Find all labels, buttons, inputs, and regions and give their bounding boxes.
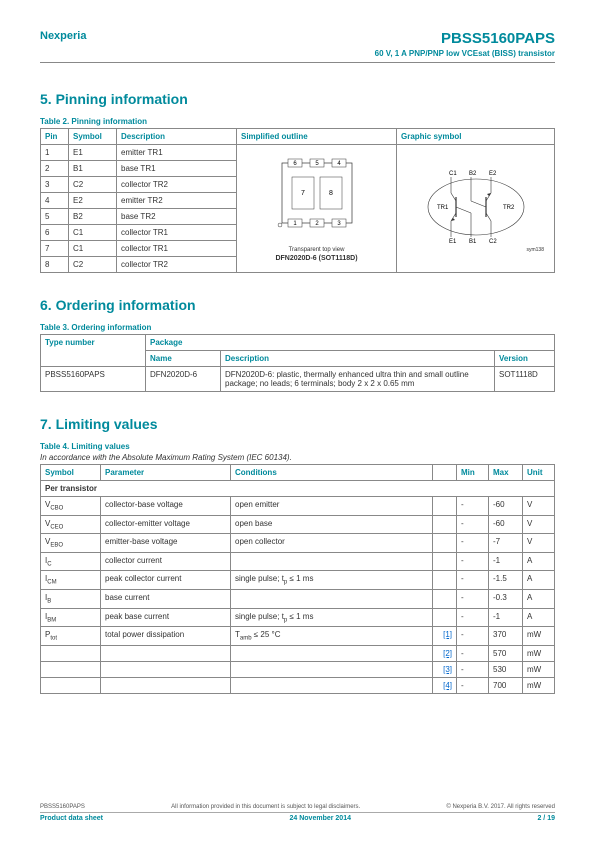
col-note <box>433 465 457 481</box>
graphic-symbol-svg: C1 B2 E2 E1 B1 C2 TR1 TR2 <box>411 165 541 245</box>
svg-text:7: 7 <box>301 190 305 197</box>
table-row: ICcollector current--1A <box>41 552 555 571</box>
footer-copyright: © Nexperia B.V. 2017. All rights reserve… <box>446 804 555 810</box>
footer-date: 24 November 2014 <box>290 815 351 822</box>
svg-text:TR1: TR1 <box>437 205 449 211</box>
col-name: Name <box>146 351 221 367</box>
col-outline: Simplified outline <box>237 129 397 145</box>
svg-text:TR2: TR2 <box>503 205 515 211</box>
svg-text:B1: B1 <box>469 239 477 245</box>
package-outline-cell: 6 5 4 7 8 1 2 3 Transparent top view DFN… <box>237 145 397 273</box>
footer-disclaimer: All information provided in this documen… <box>171 804 360 810</box>
section-pinning: 5. Pinning information Table 2. Pinning … <box>40 91 555 273</box>
note-link[interactable]: [1] <box>443 630 452 639</box>
table-caption: Table 3. Ordering information <box>40 323 555 332</box>
table-row: VEBOemitter-base voltageopen collector--… <box>41 534 555 553</box>
section-title: 6. Ordering information <box>40 297 555 313</box>
table-caption: Table 4. Limiting values <box>40 442 555 451</box>
col-version: Version <box>495 351 555 367</box>
limiting-table: Symbol Parameter Conditions Min Max Unit… <box>40 464 555 694</box>
sym-label: sym138 <box>401 247 550 253</box>
part-subtitle: 60 V, 1 A PNP/PNP low VCEsat (BISS) tran… <box>375 49 555 58</box>
brand-name: Nexperia <box>40 30 86 42</box>
col-pin: Pin <box>41 129 69 145</box>
footer-doctype: Product data sheet <box>40 815 103 822</box>
col-type: Type number <box>41 335 146 367</box>
table-row: [2]-570mW <box>41 645 555 661</box>
section-title: 7. Limiting values <box>40 416 555 432</box>
col-max: Max <box>489 465 523 481</box>
svg-text:C1: C1 <box>449 171 457 177</box>
table-row: [4]-700mW <box>41 677 555 693</box>
col-parameter: Parameter <box>101 465 231 481</box>
table-row: 1E1emitter TR1 6 5 4 7 8 1 2 3 Transp <box>41 145 555 161</box>
section-limiting: 7. Limiting values Table 4. Limiting val… <box>40 416 555 694</box>
col-symbol: Symbol <box>41 465 101 481</box>
svg-text:E2: E2 <box>489 171 497 177</box>
svg-text:B2: B2 <box>469 171 477 177</box>
note-link[interactable]: [2] <box>443 649 452 658</box>
col-desc: Description <box>221 351 495 367</box>
page-footer: PBSS5160PAPS All information provided in… <box>40 804 555 822</box>
table-row: PBSS5160PAPS DFN2020D-6 DFN2020D-6: plas… <box>41 367 555 392</box>
pkg-label-topview: Transparent top view <box>241 247 392 253</box>
col-symbol: Symbol <box>69 129 117 145</box>
section-title: 5. Pinning information <box>40 91 555 107</box>
page-header: Nexperia PBSS5160PAPS 60 V, 1 A PNP/PNP … <box>40 30 555 63</box>
pinning-table: Pin Symbol Description Simplified outlin… <box>40 128 555 273</box>
table-caption: Table 2. Pinning information <box>40 117 555 126</box>
table-row: [3]-530mW <box>41 661 555 677</box>
col-package: Package <box>146 335 555 351</box>
svg-text:8: 8 <box>329 190 333 197</box>
section-ordering: 6. Ordering information Table 3. Orderin… <box>40 297 555 392</box>
svg-text:C2: C2 <box>489 239 497 245</box>
graphic-symbol-cell: C1 B2 E2 E1 B1 C2 TR1 TR2 <box>397 145 555 273</box>
pkg-label-name: DFN2020D-6 (SOT1118D) <box>241 255 392 262</box>
footer-part: PBSS5160PAPS <box>40 804 85 810</box>
svg-text:E1: E1 <box>449 239 457 245</box>
table-row: ICMpeak collector currentsingle pulse; t… <box>41 571 555 590</box>
note-link[interactable]: [3] <box>443 665 452 674</box>
table-row: IBbase current--0.3A <box>41 589 555 608</box>
package-outline-svg: 6 5 4 7 8 1 2 3 <box>262 155 372 245</box>
table-row: IBMpeak base currentsingle pulse; tp ≤ 1… <box>41 608 555 627</box>
col-graphic: Graphic symbol <box>397 129 555 145</box>
col-desc: Description <box>117 129 237 145</box>
group-row: Per transistor <box>41 481 555 497</box>
part-number: PBSS5160PAPS <box>375 30 555 47</box>
note-link[interactable]: [4] <box>443 681 452 690</box>
col-unit: Unit <box>523 465 555 481</box>
table-subcaption: In accordance with the Absolute Maximum … <box>40 453 555 462</box>
table-row: VCEOcollector-emitter voltageopen base--… <box>41 515 555 534</box>
col-min: Min <box>457 465 489 481</box>
table-row: Ptottotal power dissipationTamb ≤ 25 °C[… <box>41 627 555 646</box>
footer-page: 2 / 19 <box>537 815 555 822</box>
col-conditions: Conditions <box>231 465 433 481</box>
ordering-table: Type number Package Name Description Ver… <box>40 334 555 392</box>
table-row: VCBOcollector-base voltageopen emitter--… <box>41 497 555 516</box>
